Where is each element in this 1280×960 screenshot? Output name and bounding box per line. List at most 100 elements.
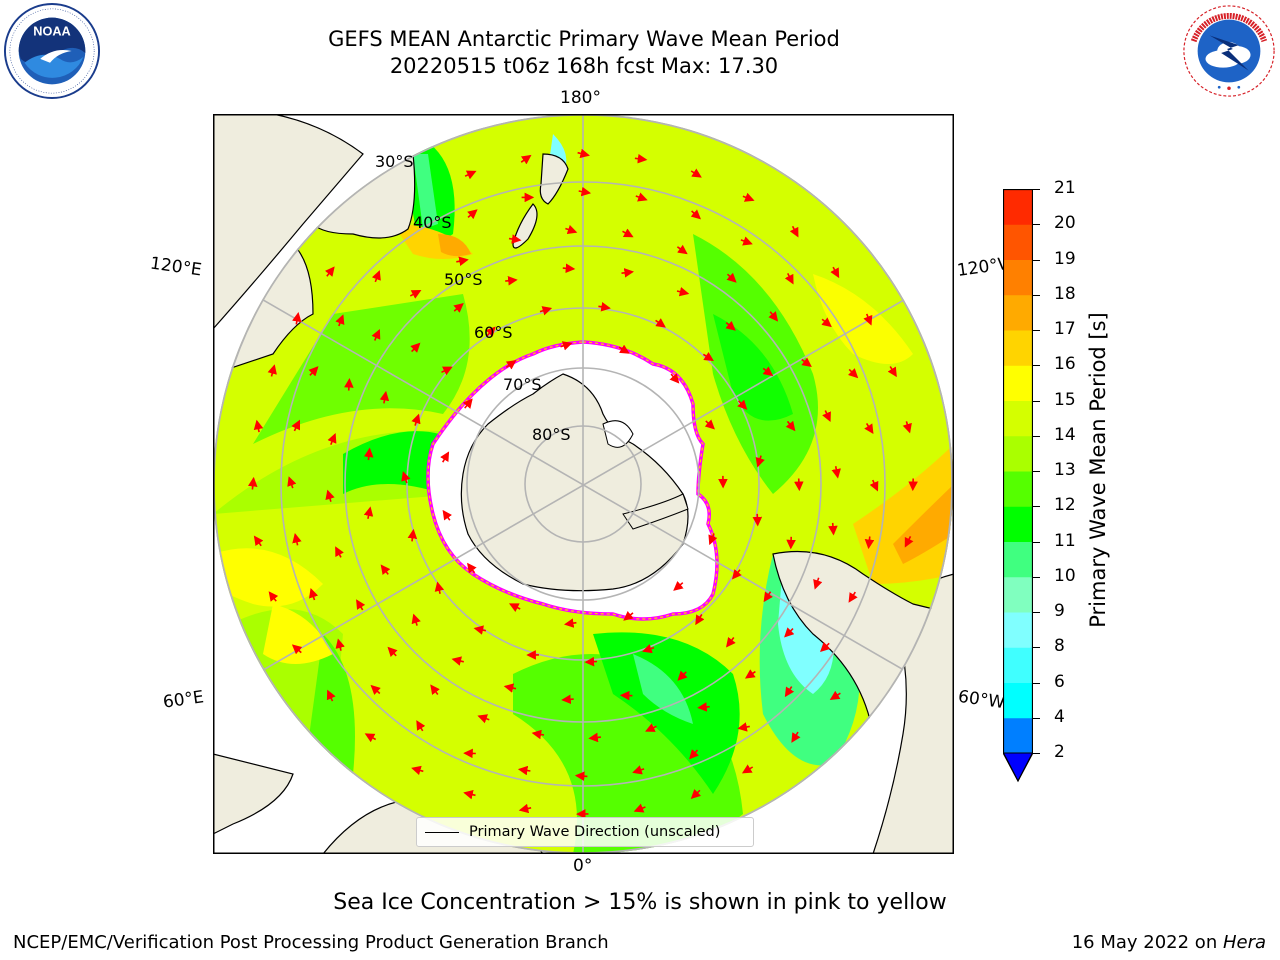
wave-direction-arrow (635, 192, 648, 202)
wave-direction-arrow (752, 513, 763, 527)
wave-direction-arrow (531, 729, 545, 740)
wave-direction-arrow (267, 364, 277, 377)
wave-direction-arrow (442, 509, 453, 521)
wave-direction-arrow (789, 225, 799, 238)
wave-direction-arrow (539, 306, 553, 316)
wave-direction-arrow (677, 670, 688, 681)
colorbar-tick-label: 6 (1054, 671, 1065, 692)
colorbar-tick (1033, 294, 1040, 296)
wave-direction-arrow (508, 603, 521, 612)
wave-direction-arrow (741, 764, 754, 774)
colorbar-tick-label: 13 (1054, 460, 1076, 480)
wave-direction-arrow (308, 587, 319, 601)
wave-direction-arrow (505, 276, 518, 286)
wave-direction-arrow (308, 366, 319, 377)
colorbar-band (1003, 471, 1033, 507)
wave-direction-arrow (822, 410, 831, 422)
colorbar-tick (1033, 224, 1040, 226)
land-upper-left (213, 114, 364, 330)
colorbar-tick-label: 19 (1054, 248, 1076, 269)
wave-direction-arrow (518, 803, 532, 814)
wave-direction-arrow (517, 765, 531, 776)
legend-line-swatch (425, 831, 459, 833)
wave-direction-arrow (621, 268, 634, 278)
wave-direction-arrow (411, 413, 421, 426)
map-legend: Primary Wave Direction (unscaled) (416, 817, 754, 847)
colorbar-tick-label: 4 (1054, 706, 1065, 727)
wave-direction-arrow (335, 546, 344, 558)
colorbar-band (1003, 259, 1033, 296)
wave-direction-arrow (821, 317, 832, 328)
lon-label-0: 0° (573, 856, 593, 876)
wave-direction-arrow (253, 419, 264, 433)
wave-direction-arrow (561, 694, 574, 705)
wave-direction-arrow (829, 690, 841, 700)
map-title: GEFS MEAN Antarctic Primary Wave Mean Pe… (328, 27, 840, 51)
wave-direction-arrow (292, 533, 302, 546)
wave-direction-arrow (560, 341, 573, 351)
colorbar-tick (1033, 189, 1040, 190)
wave-direction-arrow (370, 684, 381, 695)
land-new-zealand-north (539, 153, 569, 205)
wave-direction-arrow (564, 618, 577, 628)
wave-direction-arrow (416, 720, 426, 732)
wave-direction-arrow (828, 522, 838, 536)
wave-direction-arrow (820, 641, 831, 653)
land-lower-left (213, 753, 294, 835)
wave-direction-arrow (327, 433, 337, 446)
wave-direction-arrow (578, 186, 592, 197)
wave-direction-arrow (763, 591, 773, 603)
wave-direction-arrow (577, 148, 590, 159)
wave-direction-arrow (784, 273, 794, 285)
colorbar-tick (1033, 576, 1040, 578)
colorbar-tick-label: 9 (1054, 601, 1065, 621)
nws-logo (1182, 4, 1276, 98)
wave-direction-arrow (904, 536, 914, 548)
wave-direction-arrow (848, 368, 859, 379)
wave-direction-arrow (864, 536, 875, 550)
footer-date: 16 May 2022 on Hera (1072, 932, 1266, 953)
wave-direction-arrow (690, 788, 702, 800)
wave-direction-arrow (725, 320, 736, 331)
wave-direction-arrow (676, 287, 690, 297)
colorbar-tick-label: 15 (1054, 389, 1076, 410)
colorbar-title: Primary Wave Mean Period [s] (1086, 312, 1110, 628)
colorbar-extension (1003, 752, 1033, 783)
colorbar-band (1003, 506, 1033, 542)
wave-direction-arrow (588, 732, 601, 743)
wave-direction-arrow (434, 581, 445, 594)
wave-direction-arrow (462, 398, 473, 409)
noaa-logo: NOAA (3, 2, 101, 100)
wave-direction-arrow (574, 771, 588, 781)
map-subtitle: 20220515 t06z 168h fcst Max: 17.30 (389, 54, 779, 78)
colorbar-band (1003, 435, 1033, 472)
wave-direction-arrow (380, 564, 391, 575)
lat-label-30s: 30°S (375, 152, 414, 171)
wave-direction-arrow (740, 236, 753, 246)
wave-direction-arrow (335, 638, 345, 651)
wave-direction-arrow (863, 313, 873, 326)
lat-label-80s: 80°S (532, 425, 571, 444)
wave-direction-arrow (731, 569, 742, 580)
colorbar-tick (1033, 435, 1040, 437)
wave-direction-arrow (673, 580, 684, 591)
wave-direction-arrow (430, 684, 440, 695)
wave-direction-arrow (401, 471, 411, 484)
wave-direction-arrow (407, 528, 418, 542)
wave-direction-arrow (702, 351, 714, 362)
wave-direction-arrow (473, 625, 487, 635)
wave-direction-arrow (268, 591, 279, 602)
colorbar-band (1003, 294, 1033, 331)
colorbar-tick (1033, 506, 1040, 508)
wave-direction-arrow (356, 599, 366, 611)
colorbar-tick-label: 18 (1054, 283, 1076, 304)
svg-text:NOAA: NOAA (33, 23, 71, 38)
wave-direction-arrow (440, 451, 450, 463)
colorbar-tick-label: 10 (1054, 565, 1076, 586)
wave-direction-arrow (697, 702, 710, 712)
wave-direction-arrow (387, 646, 398, 657)
colorbar-tick (1033, 612, 1040, 613)
wave-direction-arrow (768, 311, 779, 322)
wave-direction-arrow (708, 533, 718, 546)
wave-direction-arrow (784, 686, 795, 698)
